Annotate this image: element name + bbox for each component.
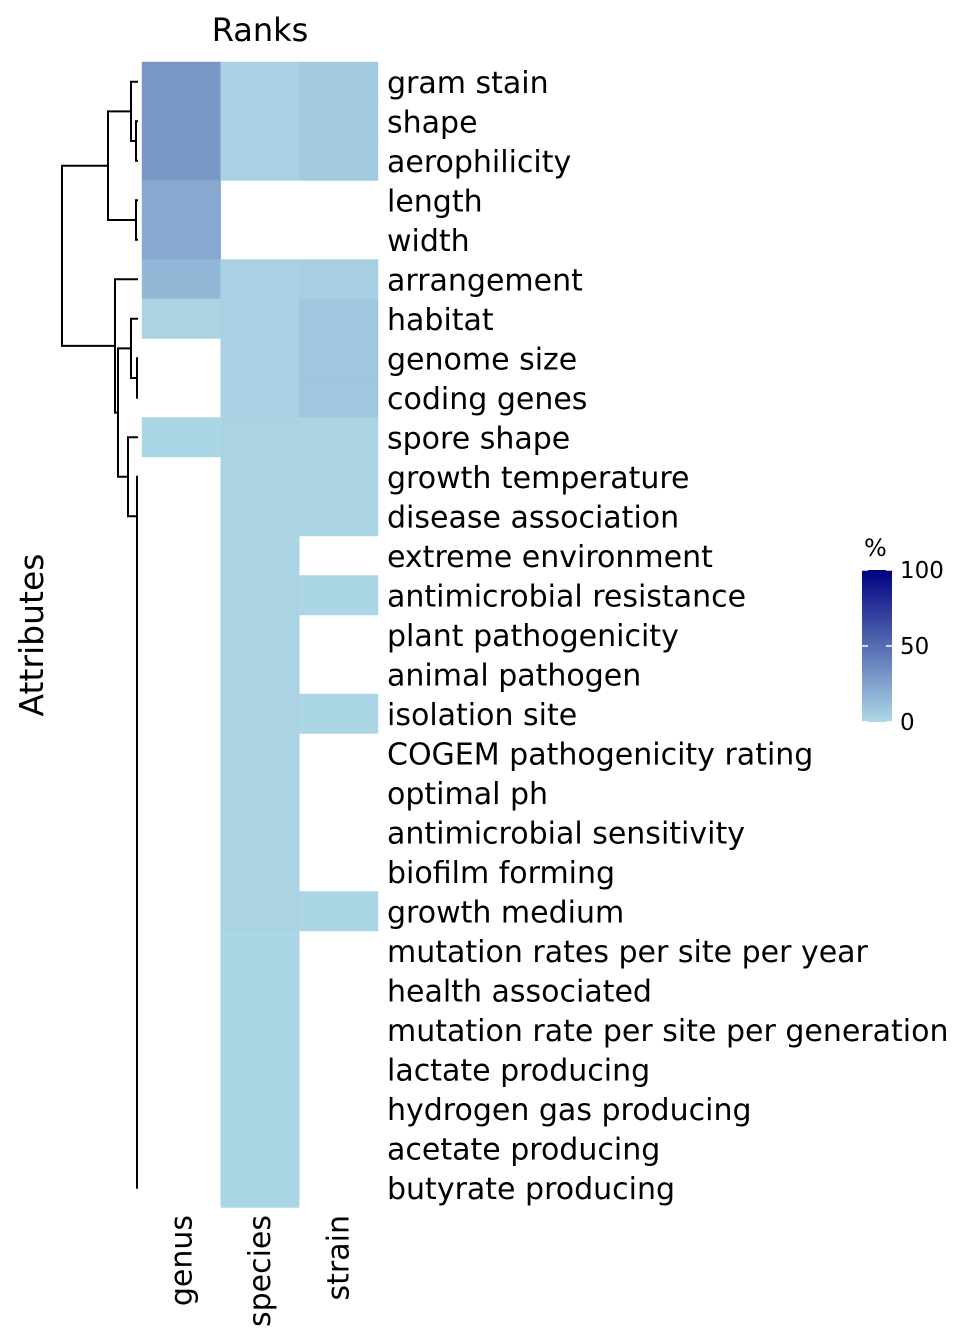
legend-tick-label: 0 (900, 710, 915, 736)
y-axis-label: Attributes (12, 554, 51, 717)
heatmap-cell (141, 417, 221, 458)
heatmap-cell (220, 338, 300, 379)
row-label: extreme environment (387, 540, 713, 575)
row-label: genome size (387, 342, 577, 377)
heatmap-cell (141, 101, 221, 142)
heatmap-cell (299, 101, 379, 142)
heatmap-cell (299, 693, 379, 734)
heatmap-cell (141, 180, 221, 221)
heatmap-cell (299, 496, 379, 537)
heatmap-cell (299, 575, 379, 616)
chart-title: Ranks (212, 11, 309, 49)
heatmap-cell (220, 456, 300, 497)
heatmap-cell (220, 61, 300, 102)
dendrogram (61, 80, 138, 1189)
row-label: gram stain (387, 66, 549, 101)
heatmap-cell (220, 140, 300, 181)
heatmap-cell (299, 891, 379, 932)
heatmap-cell (220, 772, 300, 813)
heatmap-cell (220, 654, 300, 695)
row-label: growth temperature (387, 461, 690, 496)
row-label: antimicrobial resistance (387, 579, 746, 614)
heatmap-cell (220, 101, 300, 142)
row-label: shape (387, 105, 478, 140)
heatmap-cell (220, 298, 300, 339)
row-label: habitat (387, 303, 494, 338)
heatmap-cell (299, 417, 379, 458)
row-label: COGEM pathogenicity rating (387, 737, 813, 772)
row-label: mutation rates per site per year (387, 935, 869, 970)
dendrogram-branch (136, 357, 138, 399)
row-label: hydrogen gas producing (387, 1093, 752, 1128)
row-label: optimal ph (387, 777, 548, 812)
heatmap-cell (141, 259, 221, 300)
color-legend: % 0 50 100 (862, 534, 944, 736)
heatmap-cell (220, 1009, 300, 1050)
heatmap-cell (220, 891, 300, 932)
heatmap-cell (299, 377, 379, 418)
heatmap-cell (141, 298, 221, 339)
column-label: strain (322, 1215, 357, 1300)
row-label: butyrate producing (387, 1172, 675, 1207)
row-label: spore shape (387, 421, 570, 456)
heatmap-cell (220, 259, 300, 300)
heatmap-cell (220, 1088, 300, 1129)
row-label: isolation site (387, 698, 577, 733)
row-label: animal pathogen (387, 658, 641, 693)
legend-tick-label: 50 (900, 634, 929, 660)
row-label: coding genes (387, 382, 587, 417)
heatmap-cell (220, 1167, 300, 1208)
heatmap-cell (220, 693, 300, 734)
row-label: disease association (387, 500, 679, 535)
heatmap-cell (141, 140, 221, 181)
row-label: health associated (387, 974, 652, 1009)
heatmap-cell (141, 61, 221, 102)
heatmap-cell (141, 219, 221, 260)
row-label: arrangement (387, 263, 583, 298)
heatmap-cell (220, 970, 300, 1011)
heatmap-cell (220, 377, 300, 418)
row-label: plant pathogenicity (387, 619, 679, 654)
row-label: mutation rate per site per generation (387, 1014, 948, 1049)
row-label: length (387, 184, 483, 219)
heatmap-cell (220, 930, 300, 971)
heatmap-cell (299, 61, 379, 102)
column-labels: genus species strain (164, 1215, 356, 1327)
heatmap-cell (299, 140, 379, 181)
column-label: genus (164, 1215, 199, 1306)
row-label: antimicrobial sensitivity (387, 816, 745, 851)
row-label: biofilm forming (387, 856, 615, 891)
heatmap-cell (220, 1049, 300, 1090)
column-label: species (243, 1215, 278, 1327)
heatmap-cell (220, 535, 300, 576)
row-label: lactate producing (387, 1053, 650, 1088)
heatmap-cell (299, 338, 379, 379)
heatmap-cell (220, 496, 300, 537)
dendrogram-branch (135, 120, 138, 162)
dendrogram-branch (136, 475, 138, 556)
heatmap-cell (220, 812, 300, 853)
legend-title: % (864, 534, 887, 562)
dendrogram-branch (117, 347, 131, 478)
row-label: aerophilicity (387, 145, 571, 180)
heatmap-cells (141, 61, 379, 1208)
row-label: acetate producing (387, 1132, 660, 1167)
row-labels: gram stain shape aerophilicity length width a… (387, 66, 948, 1207)
dendrogram-branch (61, 164, 115, 347)
dendrogram-branch (135, 199, 138, 241)
heatmap-cell (220, 614, 300, 655)
row-label: growth medium (387, 895, 624, 930)
heatmap-cell (299, 298, 379, 339)
heatmap-cell (220, 851, 300, 892)
heatmap-cell (299, 259, 379, 300)
heatmap-cell (220, 417, 300, 458)
heatmap-cell (299, 456, 379, 497)
row-label: width (387, 224, 470, 259)
heatmap-cell (220, 1128, 300, 1169)
heatmap-cell (220, 575, 300, 616)
legend-tick-label: 100 (900, 558, 944, 584)
heatmap-cell (220, 733, 300, 774)
